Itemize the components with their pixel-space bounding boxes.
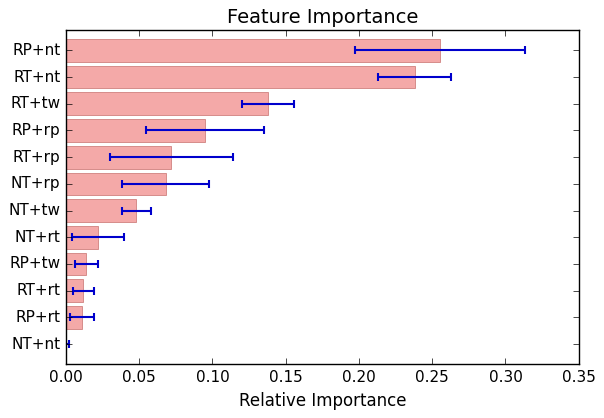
Bar — [66, 306, 82, 329]
Bar — [66, 173, 165, 195]
Bar — [66, 226, 98, 249]
Bar — [66, 119, 205, 142]
Bar — [66, 39, 440, 62]
Bar — [66, 66, 414, 88]
Bar — [66, 92, 268, 115]
Bar — [66, 252, 86, 275]
Bar — [66, 199, 137, 222]
X-axis label: Relative Importance: Relative Importance — [239, 392, 406, 410]
Title: Feature Importance: Feature Importance — [226, 8, 418, 27]
Bar — [66, 279, 83, 302]
Bar — [66, 146, 172, 168]
